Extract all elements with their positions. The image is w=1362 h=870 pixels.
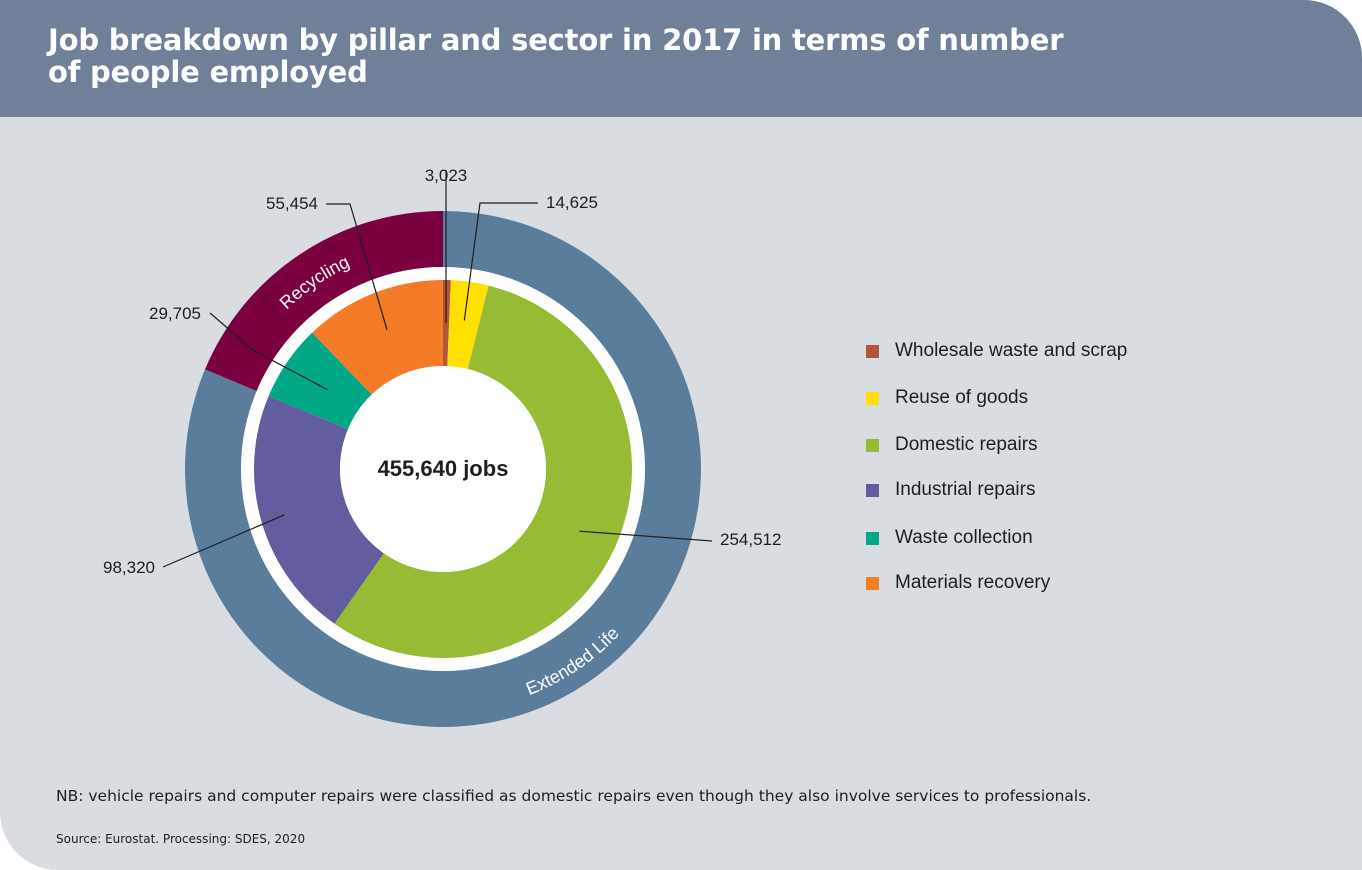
data-label-waste-collection: 29,705 <box>149 304 201 323</box>
legend-label: Industrial repairs <box>895 479 1036 500</box>
donut-slice-wholesale-waste-and-scrap <box>443 280 451 367</box>
title-banner: Job breakdown by pillar and sector in 20… <box>0 0 1362 117</box>
legend-swatch <box>866 532 879 545</box>
data-label-industrial-repairs: 98,320 <box>103 558 155 577</box>
pillar-arc-recycling <box>205 211 443 391</box>
legend-label: Waste collection <box>895 527 1033 548</box>
chart-title-line-2: of people employed <box>48 55 368 89</box>
donut-slice-waste-collection <box>268 332 372 430</box>
legend-label: Domestic repairs <box>895 434 1038 455</box>
chart-title: Job breakdown by pillar and sector in 20… <box>48 24 1148 88</box>
donut-slice-domestic-repairs <box>334 285 632 658</box>
data-label-wholesale-waste-and-scrap: 3,023 <box>425 166 468 185</box>
data-label-domestic-repairs: 254,512 <box>720 530 781 549</box>
data-label-materials-recovery: 55,454 <box>266 194 318 213</box>
donut-slice-materials-recovery <box>312 280 443 395</box>
data-label-reuse-of-goods: 14,625 <box>546 193 598 212</box>
leader-line-waste-collection <box>209 312 328 391</box>
donut-hole <box>340 366 546 572</box>
leader-line-reuse-of-goods <box>463 202 538 321</box>
center-total-label: 455,640 jobs <box>378 456 509 481</box>
legend-swatch <box>866 577 879 590</box>
donut-chart: 455,640 jobs 3,023 14,625 254,512 98,320 29,7… <box>103 166 781 727</box>
legend-label: Wholesale waste and scrap <box>895 340 1128 361</box>
legend-swatch <box>866 484 879 497</box>
legend-label: Reuse of goods <box>895 387 1029 408</box>
leader-line-domestic-repairs <box>579 530 713 542</box>
legend-label: Materials recovery <box>895 572 1051 593</box>
donut-slice-industrial-repairs <box>254 396 384 624</box>
leader-line-materials-recovery <box>326 203 388 331</box>
legend-swatch <box>866 345 879 358</box>
footnote: NB: vehicle repairs and computer repairs… <box>56 787 1092 805</box>
donut-slice-reuse-of-goods <box>447 280 489 370</box>
leader-line-industrial-repairs <box>162 514 285 568</box>
source-note: Source: Eurostat. Processing: SDES, 2020 <box>56 832 306 846</box>
legend-swatch <box>866 392 879 405</box>
legend-swatch <box>866 439 879 452</box>
chart-title-line-1: Job breakdown by pillar and sector in 20… <box>48 23 1064 57</box>
